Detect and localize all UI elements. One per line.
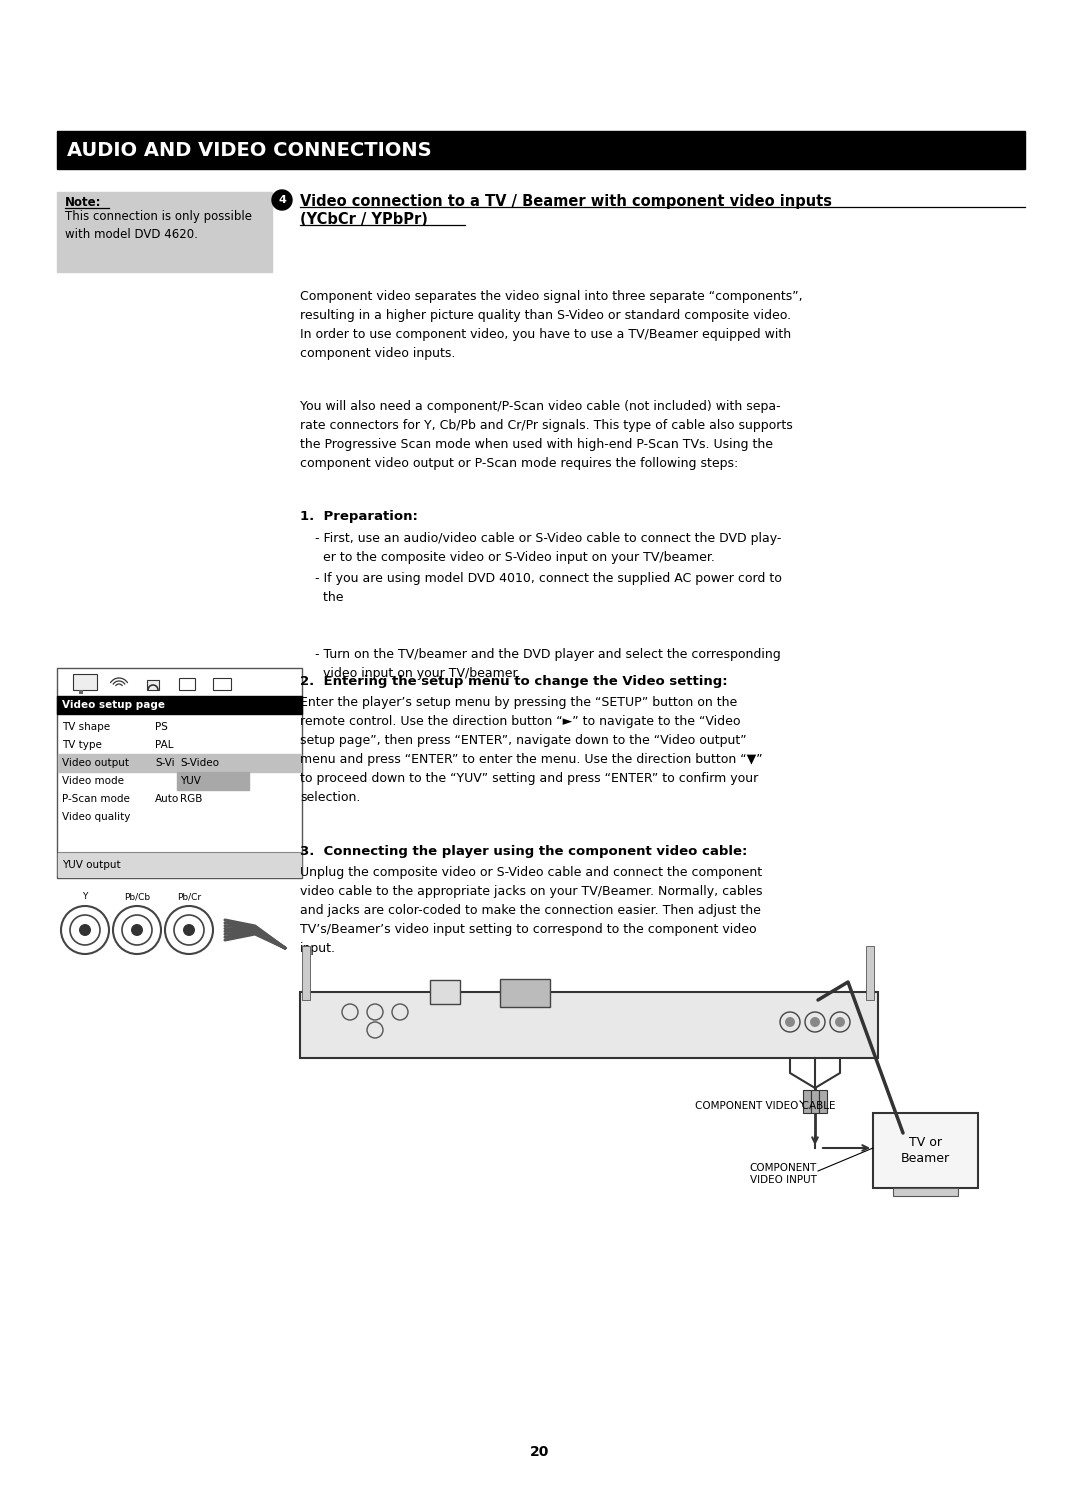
Bar xyxy=(179,678,195,690)
Text: YUV output: YUV output xyxy=(62,859,121,870)
Text: COMPONENT VIDEO CABLE: COMPONENT VIDEO CABLE xyxy=(696,1100,836,1111)
Text: TV type: TV type xyxy=(62,741,102,749)
Text: - If you are using model DVD 4010, connect the supplied AC power cord to
  the: - If you are using model DVD 4010, conne… xyxy=(315,572,782,604)
Text: AUDIO AND VIDEO CONNECTIONS: AUDIO AND VIDEO CONNECTIONS xyxy=(67,140,432,159)
Text: Pb/Cb: Pb/Cb xyxy=(124,892,150,901)
Bar xyxy=(57,131,1025,170)
Circle shape xyxy=(183,923,195,935)
Bar xyxy=(430,980,460,1004)
Circle shape xyxy=(835,1017,845,1028)
Text: TV shape: TV shape xyxy=(62,723,110,732)
Text: You will also need a component/P-Scan video cable (not included) with sepa-
rate: You will also need a component/P-Scan vi… xyxy=(300,400,793,470)
Text: Note:: Note: xyxy=(65,196,102,210)
Bar xyxy=(73,674,97,690)
Bar xyxy=(873,1112,978,1188)
Text: This connection is only possible
with model DVD 4620.: This connection is only possible with mo… xyxy=(65,210,252,241)
Bar xyxy=(177,772,249,790)
Text: 3.  Connecting the player using the component video cable:: 3. Connecting the player using the compo… xyxy=(300,845,747,858)
Text: Auto: Auto xyxy=(156,794,179,804)
Text: 1.  Preparation:: 1. Preparation: xyxy=(300,510,418,523)
Bar xyxy=(57,668,302,877)
Bar xyxy=(893,1188,958,1196)
Text: Y: Y xyxy=(82,892,87,901)
Text: S-Video: S-Video xyxy=(180,758,219,767)
Text: COMPONENT
VIDEO INPUT: COMPONENT VIDEO INPUT xyxy=(750,1163,816,1185)
Text: Video setup page: Video setup page xyxy=(62,700,165,709)
Text: 2.  Entering the setup menu to change the Video setting:: 2. Entering the setup menu to change the… xyxy=(300,675,728,688)
Bar xyxy=(811,1090,819,1112)
Circle shape xyxy=(785,1017,795,1028)
Text: Unplug the composite video or S-Video cable and connect the component
video cabl: Unplug the composite video or S-Video ca… xyxy=(300,865,762,955)
Text: (YCbCr / YPbPr): (YCbCr / YPbPr) xyxy=(300,213,428,228)
Text: - Turn on the TV/beamer and the DVD player and select the corresponding
  video : - Turn on the TV/beamer and the DVD play… xyxy=(315,648,781,680)
Circle shape xyxy=(131,923,143,935)
Text: P-Scan mode: P-Scan mode xyxy=(62,794,130,804)
Text: TV or
Beamer: TV or Beamer xyxy=(901,1136,950,1166)
Text: Video connection to a TV / Beamer with component video inputs: Video connection to a TV / Beamer with c… xyxy=(300,193,832,210)
Bar xyxy=(500,978,550,1007)
Text: S-Vi: S-Vi xyxy=(156,758,175,767)
Text: Video quality: Video quality xyxy=(62,812,131,822)
Circle shape xyxy=(810,1017,820,1028)
Bar xyxy=(866,946,874,999)
Bar xyxy=(302,946,310,999)
Bar xyxy=(300,992,878,1057)
Text: - First, use an audio/video cable or S-Video cable to connect the DVD play-
  er: - First, use an audio/video cable or S-V… xyxy=(315,532,781,564)
Bar xyxy=(147,680,159,690)
Bar xyxy=(58,754,301,772)
Text: Pb/Cr: Pb/Cr xyxy=(177,892,201,901)
Circle shape xyxy=(79,923,91,935)
Text: PAL: PAL xyxy=(156,741,174,749)
Text: Enter the player’s setup menu by pressing the “SETUP” button on the
remote contr: Enter the player’s setup menu by pressin… xyxy=(300,696,762,804)
Bar xyxy=(79,690,83,694)
Text: 20: 20 xyxy=(530,1445,550,1459)
Bar xyxy=(58,854,301,876)
Text: RGB: RGB xyxy=(180,794,202,804)
Text: Video output: Video output xyxy=(62,758,129,767)
Text: Video mode: Video mode xyxy=(62,776,124,787)
Bar xyxy=(804,1090,811,1112)
Bar xyxy=(819,1090,827,1112)
Text: PS: PS xyxy=(156,723,167,732)
Bar xyxy=(57,696,302,714)
Text: 4: 4 xyxy=(278,195,286,205)
Circle shape xyxy=(272,190,292,210)
Text: Component video separates the video signal into three separate “components”,
res: Component video separates the video sign… xyxy=(300,290,802,360)
Bar xyxy=(57,192,272,272)
Text: YUV: YUV xyxy=(180,776,201,787)
Bar xyxy=(213,678,231,690)
